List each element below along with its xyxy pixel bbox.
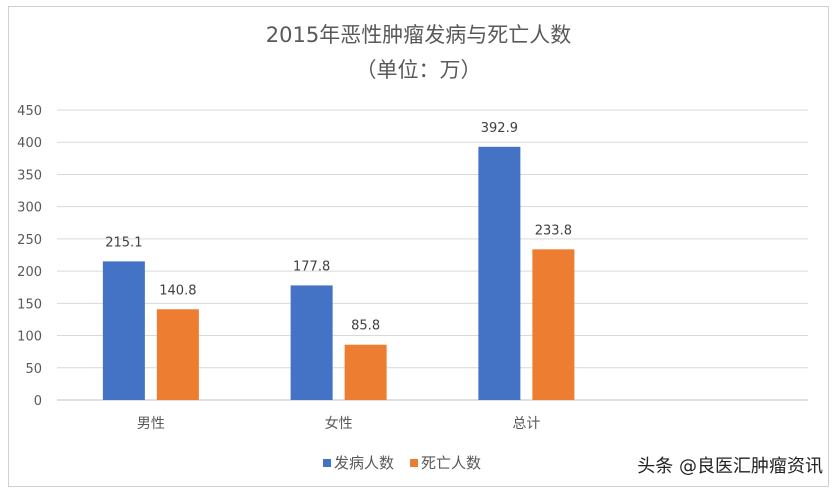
legend: 发病人数 死亡人数 [323,452,481,473]
y-tick-label: 300 [17,201,42,216]
y-tick-label: 150 [17,297,42,312]
data-label: 177.8 [293,259,330,274]
data-label: 140.8 [159,283,196,298]
x-category-label: 总计 [512,416,540,432]
y-tick-label: 350 [17,168,42,183]
y-tick-label: 0 [34,394,42,409]
y-tick-label: 100 [17,330,42,345]
legend-swatch-incidence [323,458,331,467]
legend-item-death: 死亡人数 [410,452,481,473]
y-tick-label: 50 [25,362,42,377]
x-category-label: 女性 [325,415,353,432]
bar [102,261,145,400]
bar [478,146,521,400]
chart-frame [8,6,829,487]
data-label: 85.8 [351,319,380,334]
bar [290,285,333,400]
legend-label-death: 死亡人数 [421,454,482,472]
bar [344,344,387,400]
legend-item-incidence: 发病人数 [323,452,394,473]
chart-title: 2015年恶性肿瘤发病与死亡人数 [265,23,572,47]
data-label: 215.1 [105,235,142,250]
bar [156,309,199,400]
watermark: 头条 @良医汇肿瘤资讯 [637,456,823,477]
data-label: 233.8 [535,223,572,238]
chart-subtitle: （单位：万） [355,58,482,82]
legend-label-incidence: 发病人数 [334,454,395,472]
y-tick-label: 450 [17,104,42,119]
y-tick-label: 250 [17,233,42,248]
data-label: 392.9 [481,121,518,136]
bar [532,249,575,400]
y-tick-label: 200 [17,265,42,280]
y-tick-label: 400 [17,136,42,151]
legend-swatch-death [410,458,419,467]
x-category-label: 男性 [137,416,165,432]
